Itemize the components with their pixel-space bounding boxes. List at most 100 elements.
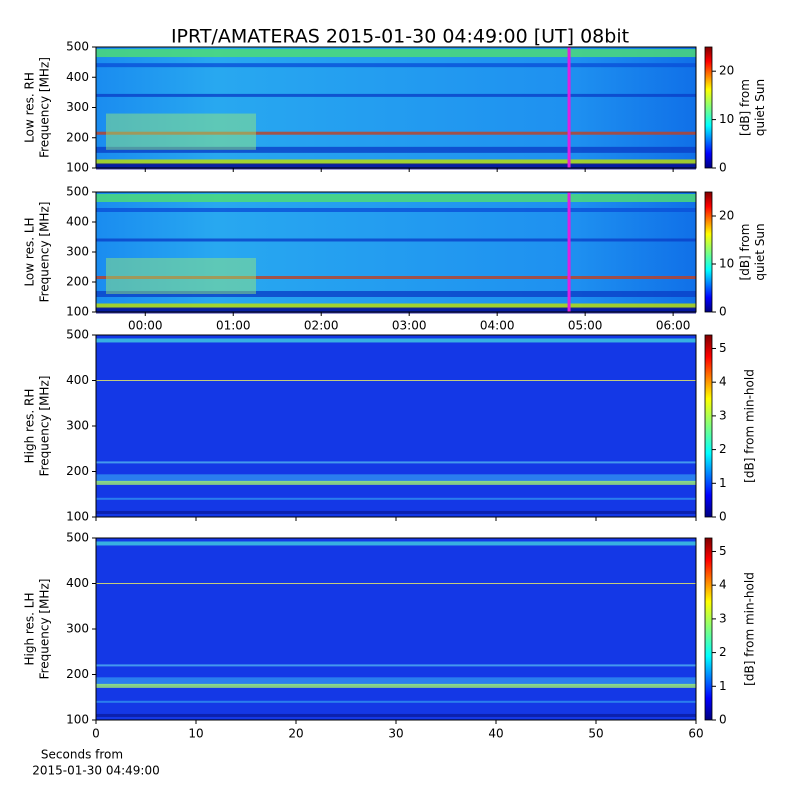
colorbar-tick-label: 1 — [719, 476, 727, 490]
spectrogram-band — [96, 510, 696, 514]
colorbar-label: [dB] from — [738, 224, 752, 281]
x-tick-label: 50 — [588, 727, 603, 741]
x-tick-label: 04:00 — [480, 319, 515, 333]
y-tick-label: 200 — [66, 667, 89, 681]
spectrogram-band — [96, 93, 696, 97]
colorbar-tick-label: 4 — [719, 578, 727, 592]
x-tick-label: 01:00 — [216, 319, 251, 333]
y-tick-label: 100 — [66, 305, 89, 319]
y-tick-label: 500 — [66, 40, 89, 54]
colorbar-label: [dB] from min-hold — [743, 369, 757, 483]
colorbar-label: quiet Sun — [753, 223, 767, 280]
spectrogram-band — [96, 49, 696, 58]
spectrogram-band — [96, 131, 696, 135]
x-tick-label: 06:00 — [656, 319, 691, 333]
y-tick-label: 500 — [66, 328, 89, 342]
y-tick-label: 400 — [66, 373, 89, 387]
colorbar-tick-label: 5 — [719, 341, 727, 355]
spectrogram-patch — [106, 258, 256, 294]
spectrogram-band — [96, 291, 696, 297]
y-tick-label: 100 — [66, 713, 89, 727]
y-axis-label: High res. LH — [23, 592, 37, 665]
x-tick-label: 20 — [288, 727, 303, 741]
spectrogram-band — [96, 163, 696, 170]
y-tick-label: 300 — [66, 419, 89, 433]
y-tick-label: 500 — [66, 531, 89, 545]
x-tick-label: 05:00 — [568, 319, 603, 333]
colorbar — [704, 191, 713, 313]
y-axis-label: Frequency [MHz] — [38, 579, 52, 680]
colorbar-label: [dB] from min-hold — [743, 572, 757, 686]
y-tick-label: 300 — [66, 622, 89, 636]
spectrogram-band — [96, 194, 696, 202]
spectrogram-band — [96, 146, 696, 153]
y-tick-label: 300 — [66, 245, 89, 259]
colorbar-tick-label: 20 — [719, 209, 734, 223]
y-tick-label: 400 — [66, 576, 89, 590]
chart-title: IPRT/AMATERAS 2015-01-30 04:49:00 [UT] 0… — [171, 26, 629, 48]
colorbar — [704, 334, 713, 518]
colorbar — [704, 537, 713, 721]
colorbar-label: quiet Sun — [753, 79, 767, 136]
y-tick-label: 400 — [66, 70, 89, 84]
y-tick-label: 200 — [66, 464, 89, 478]
x-tick-label: 03:00 — [392, 319, 427, 333]
y-axis-label: Frequency [MHz] — [38, 376, 52, 477]
spectrogram-band — [96, 583, 696, 584]
spectrogram-band — [96, 159, 696, 165]
y-axis-label: Frequency [MHz] — [38, 202, 52, 303]
y-tick-label: 100 — [66, 510, 89, 524]
colorbar-tick-label: 10 — [719, 112, 734, 126]
spectrogram-band — [96, 474, 696, 483]
spectrogram-band — [96, 338, 696, 343]
y-axis-label: High res. RH — [23, 389, 37, 464]
y-axis-label: Low res. LH — [23, 217, 37, 286]
spectrogram-band — [96, 497, 696, 500]
spectrogram-band — [96, 677, 696, 686]
spectrogram-band — [96, 380, 696, 381]
colorbar — [704, 46, 713, 169]
colorbar-tick-label: 4 — [719, 375, 727, 389]
colorbar-tick-label: 0 — [719, 713, 727, 727]
colorbar-tick-label: 0 — [719, 510, 727, 524]
spectrogram-band — [96, 276, 696, 279]
y-tick-label: 200 — [66, 130, 89, 144]
y-tick-label: 200 — [66, 275, 89, 289]
spectrogram-band — [96, 480, 696, 485]
y-tick-label: 400 — [66, 215, 89, 229]
y-tick-label: 500 — [66, 185, 89, 199]
spectrogram-band — [96, 238, 696, 242]
x-tick-label: 0 — [92, 727, 100, 741]
spectrogram-band — [96, 208, 696, 212]
spectrogram-band — [96, 307, 696, 314]
y-tick-label: 300 — [66, 100, 89, 114]
colorbar-tick-label: 10 — [719, 257, 734, 271]
spectrogram — [96, 538, 696, 720]
spectrogram-band — [96, 63, 696, 68]
colorbar-tick-label: 0 — [719, 161, 727, 175]
x-axis-label: 2015-01-30 04:49:00 — [32, 764, 159, 778]
x-tick-label: 10 — [188, 727, 203, 741]
x-tick-label: 30 — [388, 727, 403, 741]
colorbar-tick-label: 0 — [719, 305, 727, 319]
colorbar-tick-label: 3 — [719, 611, 727, 625]
x-tick-label: 60 — [688, 727, 703, 741]
colorbar-tick-label: 20 — [719, 64, 734, 78]
spectrogram-band — [96, 683, 696, 688]
colorbar-tick-label: 5 — [719, 544, 727, 558]
spectrogram — [96, 335, 696, 517]
y-axis-label: Frequency [MHz] — [38, 57, 52, 158]
x-tick-label: 02:00 — [304, 319, 339, 333]
spectrogram-band — [96, 713, 696, 717]
colorbar-tick-label: 2 — [719, 645, 727, 659]
colorbar-tick-label: 1 — [719, 679, 727, 693]
spectrogram-patch — [106, 113, 256, 150]
spectrogram-band — [96, 461, 696, 464]
y-axis-label: Low res. RH — [23, 72, 37, 143]
spectrogram-band — [96, 664, 696, 667]
x-axis-label: Seconds from — [41, 748, 123, 762]
colorbar-label: [dB] from — [738, 79, 752, 136]
x-tick-label: 00:00 — [128, 319, 163, 333]
x-tick-label: 40 — [488, 727, 503, 741]
